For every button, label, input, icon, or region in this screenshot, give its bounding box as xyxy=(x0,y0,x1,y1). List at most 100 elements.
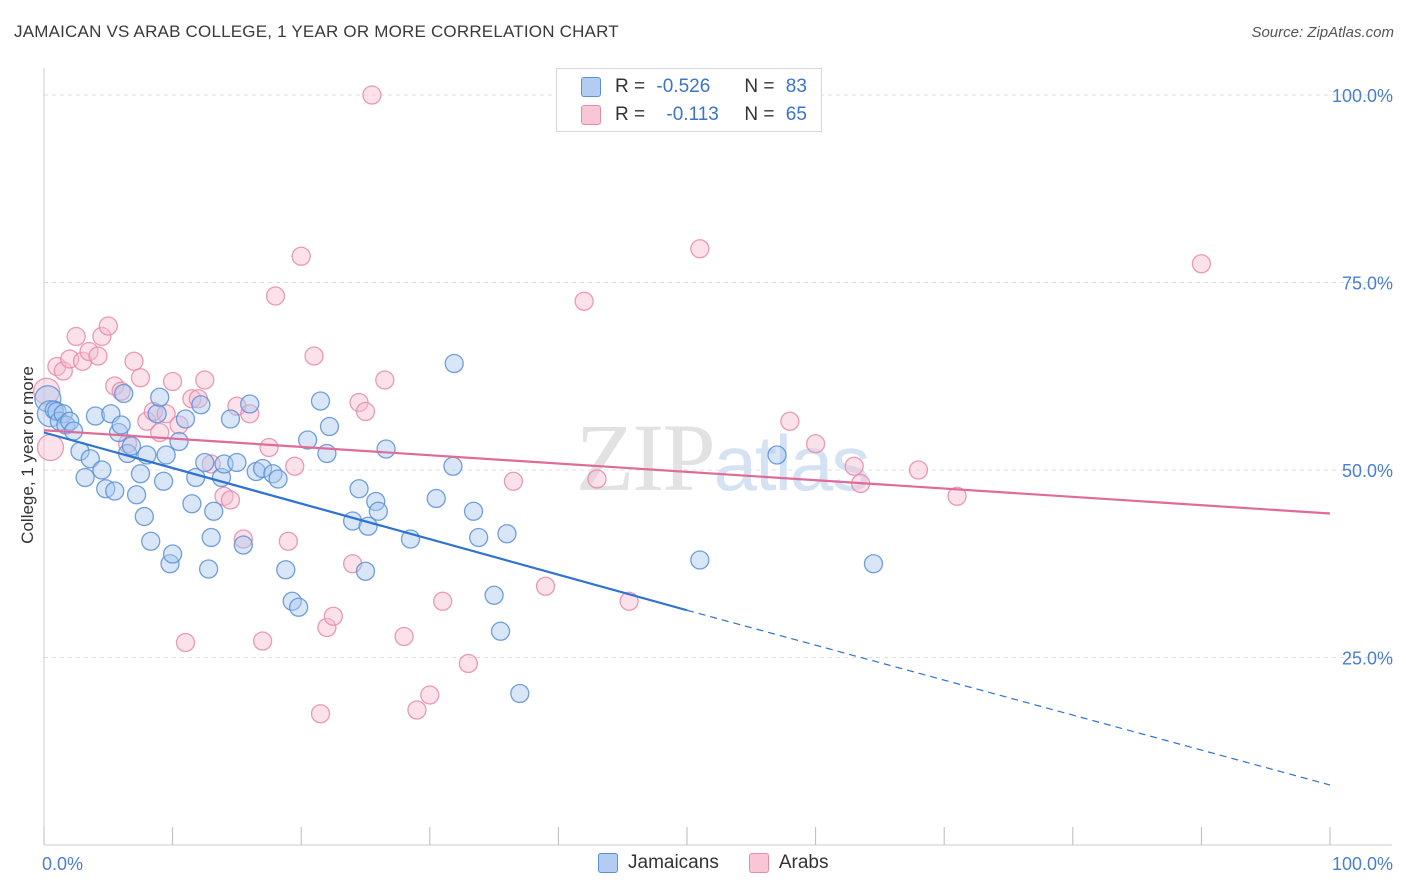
jamaicans-point xyxy=(349,479,369,499)
legend-row-arabs: R = -0.113 N = 65 xyxy=(581,103,807,127)
chart-title: JAMAICAN VS ARAB COLLEGE, 1 YEAR OR MORE… xyxy=(14,22,619,41)
jamaicans-point xyxy=(263,464,283,484)
arabs-point xyxy=(619,591,639,611)
x-tick-label: 100.0% xyxy=(1332,854,1393,874)
arabs-point xyxy=(252,631,273,651)
jamaicans-point xyxy=(75,467,95,488)
legend-n-label: N = xyxy=(744,76,775,97)
jamaicans-point xyxy=(220,409,241,429)
jamaicans-point xyxy=(310,391,331,411)
jamaicans-point xyxy=(484,585,504,605)
arabs-point xyxy=(195,370,215,390)
arabs-point xyxy=(88,346,108,366)
arabs-point xyxy=(690,239,710,259)
arabs-point xyxy=(259,437,279,458)
trend-lines xyxy=(43,429,1331,786)
arabs-point xyxy=(947,486,967,506)
jamaicans-points xyxy=(34,353,884,704)
watermark-zip: ZIP xyxy=(576,404,714,511)
jamaicans-point xyxy=(85,406,106,426)
jamaicans-point xyxy=(80,449,100,469)
arabs-point xyxy=(323,606,344,626)
jamaicans-point xyxy=(376,439,396,459)
arabs-point xyxy=(285,456,305,476)
jamaicans-point xyxy=(169,431,189,452)
arabs-point xyxy=(407,700,427,720)
legend-r-value: -0.526 xyxy=(656,76,711,97)
arabs-point xyxy=(394,626,414,647)
jamaicans-point xyxy=(240,394,260,414)
arabs-point xyxy=(111,381,131,401)
y-tick-label: 75.0% xyxy=(1342,274,1393,294)
arabs-point xyxy=(780,411,800,431)
arabs-point xyxy=(458,653,479,674)
axes xyxy=(43,68,1392,846)
series-legend-jamaicans: Jamaicans xyxy=(598,852,719,874)
jamaicans-point xyxy=(227,452,247,473)
jamaicans-point xyxy=(469,527,489,548)
jamaicans-point xyxy=(156,445,176,465)
arabs-point xyxy=(420,685,440,705)
jamaicans-point xyxy=(105,481,125,501)
arabs-point xyxy=(908,460,929,480)
arabs-trend-line xyxy=(43,429,1331,515)
jamaicans-point xyxy=(201,527,221,548)
series-label-jamaicans: Jamaicans xyxy=(628,852,719,873)
arabs-point xyxy=(805,434,826,454)
jamaicans-point xyxy=(147,404,167,424)
legend-r-label: R = xyxy=(615,76,646,97)
x-tick-label: 0.0% xyxy=(42,854,83,874)
arabs-point xyxy=(317,617,337,638)
jamaicans-point xyxy=(60,411,80,431)
arabs-points xyxy=(32,85,1212,724)
legend-r-label: R = xyxy=(615,104,646,125)
arabs-point xyxy=(355,401,376,422)
arabs-point xyxy=(587,469,607,489)
arabs-point xyxy=(137,411,157,431)
jamaicans-point xyxy=(141,531,161,551)
jamaicans-point xyxy=(276,560,296,580)
grid-lines xyxy=(44,94,1392,658)
legend-swatch-jamaicans xyxy=(581,77,601,97)
jamaicans-point xyxy=(510,683,530,704)
jamaicans-point xyxy=(426,488,446,509)
jamaicans-point xyxy=(863,554,884,574)
jamaicans-point xyxy=(92,460,112,480)
legend-n-value: 65 xyxy=(785,104,807,125)
series-swatch-arabs xyxy=(748,853,769,873)
jamaicans-point xyxy=(463,501,484,521)
jamaicans-point xyxy=(444,353,464,374)
jamaicans-point xyxy=(182,494,202,514)
arabs-point xyxy=(66,326,86,347)
jamaicans-point xyxy=(198,559,219,579)
arabs-point xyxy=(92,326,112,347)
correlation-legend: R = -0.526 N = 83 R = -0.113 N = 65 xyxy=(556,68,822,132)
watermark-atlas: atlas xyxy=(714,419,869,507)
jamaicans-point xyxy=(134,506,154,527)
arabs-point xyxy=(79,341,99,362)
jamaicans-point xyxy=(288,597,309,617)
jamaicans-point xyxy=(297,430,318,450)
arabs-point xyxy=(265,286,286,306)
series-legend: Jamaicans Arabs xyxy=(598,852,858,874)
jamaicans-trend-line xyxy=(43,431,688,612)
arabs-point xyxy=(72,351,93,371)
legend-r-value: -0.113 xyxy=(666,104,719,125)
jamaicans-point xyxy=(195,452,215,473)
arabs-point xyxy=(124,351,144,371)
jamaicans-point xyxy=(162,544,183,564)
series-legend-arabs: Arabs xyxy=(748,852,829,874)
jamaicans-point xyxy=(767,445,787,465)
arabs-point xyxy=(304,346,324,366)
arabs-point xyxy=(535,576,556,596)
y-tick-label: 100.0% xyxy=(1332,86,1393,106)
jamaicans-point xyxy=(355,561,376,581)
jamaicans-point xyxy=(191,395,211,415)
arabs-point xyxy=(53,361,73,381)
jamaicans-point xyxy=(233,535,253,555)
arabs-point xyxy=(162,371,183,392)
y-axis-label: College, 1 year or more xyxy=(18,366,37,544)
series-label-arabs: Arabs xyxy=(778,852,829,873)
y-tick-label: 50.0% xyxy=(1342,461,1393,481)
